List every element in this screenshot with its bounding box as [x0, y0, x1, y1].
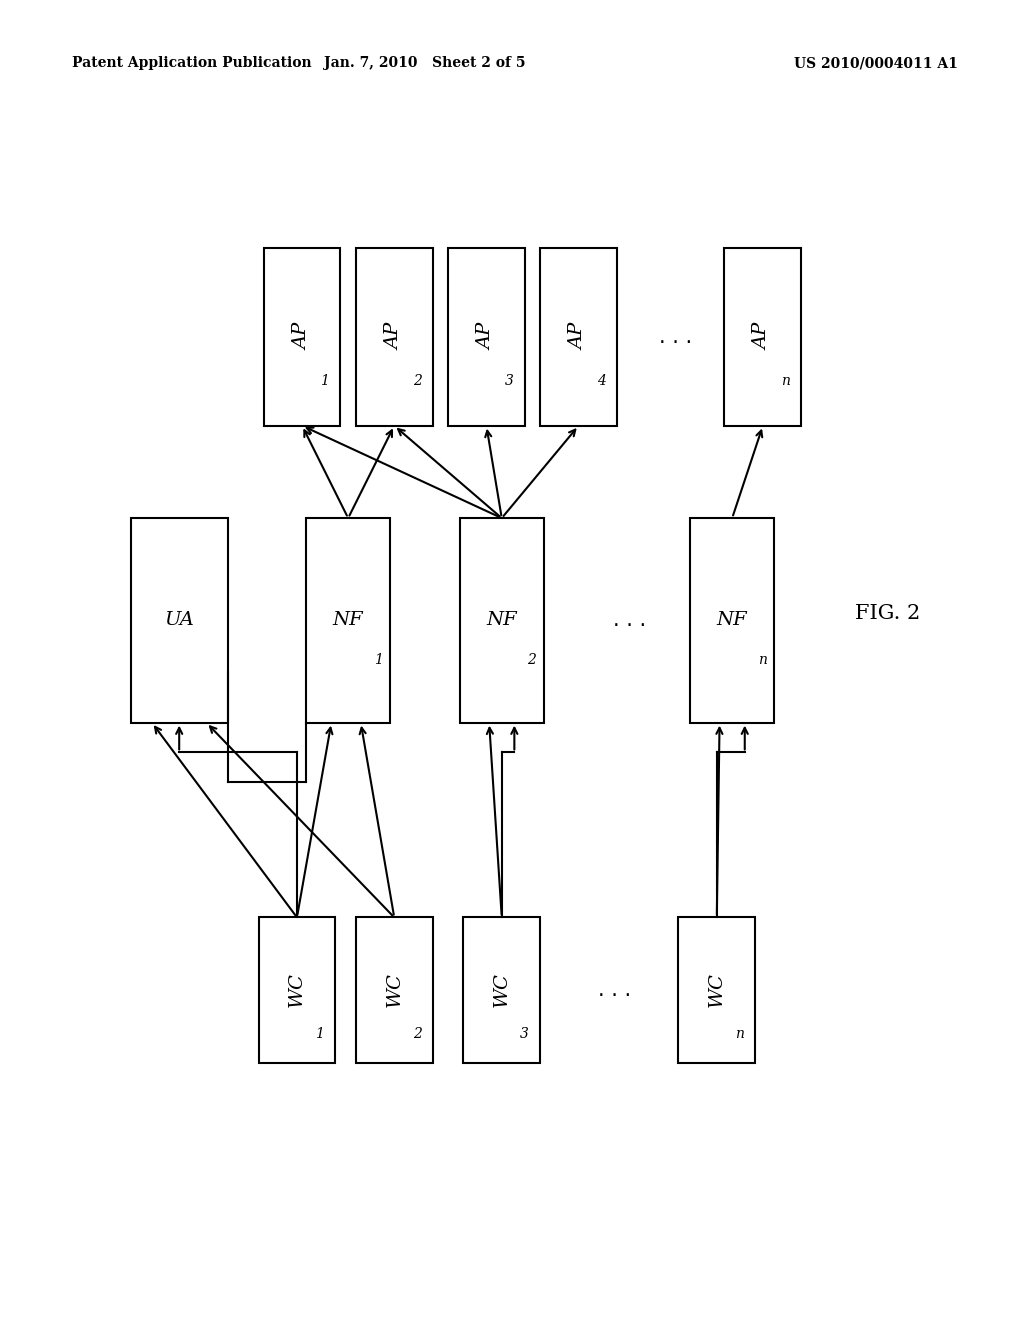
Text: WC: WC: [708, 973, 726, 1007]
Bar: [356, 248, 433, 425]
Bar: [678, 917, 755, 1063]
Bar: [541, 248, 616, 425]
Text: 1: 1: [321, 374, 330, 388]
Bar: [258, 917, 336, 1063]
Text: 2: 2: [413, 374, 422, 388]
Text: NF: NF: [717, 611, 748, 630]
Text: 2: 2: [527, 653, 537, 668]
Text: n: n: [735, 1027, 744, 1041]
Text: AP: AP: [385, 323, 403, 350]
Text: 2: 2: [413, 1027, 422, 1041]
Bar: [356, 917, 433, 1063]
Text: 4: 4: [597, 374, 606, 388]
Text: AP: AP: [477, 323, 496, 350]
Text: n: n: [758, 653, 767, 668]
Text: NF: NF: [333, 611, 364, 630]
Text: US 2010/0004011 A1: US 2010/0004011 A1: [794, 57, 957, 70]
Bar: [463, 917, 541, 1063]
Text: WC: WC: [288, 973, 306, 1007]
Text: 3: 3: [520, 1027, 529, 1041]
Bar: [449, 248, 524, 425]
Bar: [264, 248, 340, 425]
Text: Patent Application Publication: Patent Application Publication: [72, 57, 311, 70]
Text: AP: AP: [569, 323, 588, 350]
Text: UA: UA: [164, 611, 195, 630]
Text: n: n: [781, 374, 791, 388]
Text: . . .: . . .: [659, 326, 692, 347]
Text: Jan. 7, 2010   Sheet 2 of 5: Jan. 7, 2010 Sheet 2 of 5: [325, 57, 525, 70]
Bar: [306, 517, 390, 722]
Bar: [460, 517, 544, 722]
Text: 3: 3: [505, 374, 514, 388]
Bar: [725, 248, 801, 425]
Text: FIG. 2: FIG. 2: [855, 605, 921, 623]
Text: NF: NF: [486, 611, 517, 630]
Text: 1: 1: [374, 653, 383, 668]
Text: AP: AP: [754, 323, 772, 350]
Text: WC: WC: [385, 973, 403, 1007]
Text: 1: 1: [315, 1027, 325, 1041]
Bar: [131, 517, 227, 722]
Text: AP: AP: [293, 323, 311, 350]
Bar: [690, 517, 774, 722]
Text: . . .: . . .: [613, 610, 646, 631]
Text: WC: WC: [493, 973, 511, 1007]
Text: . . .: . . .: [598, 979, 631, 1001]
